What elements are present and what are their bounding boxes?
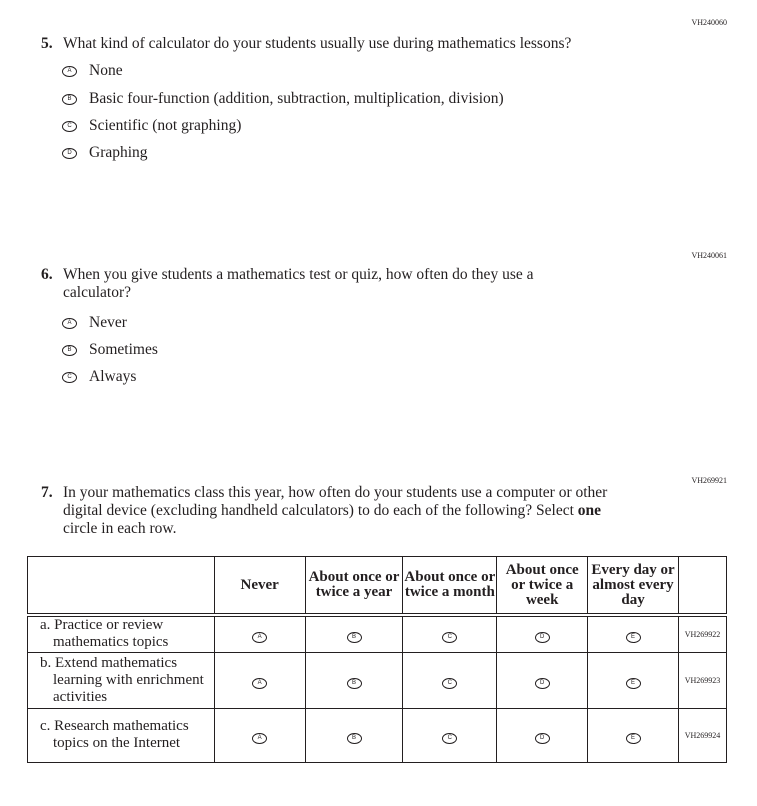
option-label: Basic four-function (addition, subtracti… [89,90,504,107]
answer-cell[interactable]: D [496,707,589,763]
answer-cell[interactable]: C [402,651,498,709]
answer-cell[interactable]: A [213,651,306,709]
radio-bubble-icon[interactable]: E [625,732,641,744]
item-code: VH269924 [677,707,728,763]
option-a[interactable]: A Never [62,314,127,332]
column-header: Never [213,556,306,616]
question-number: 7. [41,484,53,501]
option-b[interactable]: B Sometimes [62,341,158,359]
radio-bubble-icon[interactable]: D [534,677,550,689]
radio-bubble-icon[interactable]: C [442,732,458,744]
radio-bubble-icon[interactable]: C [62,371,77,383]
radio-bubble-icon[interactable]: B [62,93,77,105]
answer-cell[interactable]: D [496,651,589,709]
item-code: VH240061 [691,251,727,260]
radio-bubble-icon[interactable]: A [252,732,268,744]
column-header: About once or twice a week [496,556,589,616]
question-text: When you give students a mathematics tes… [63,266,534,301]
row-label: c. Research mathematics topics on the In… [27,707,215,763]
radio-bubble-icon[interactable]: D [62,147,77,159]
answer-cell[interactable]: E [587,707,679,763]
answer-cell[interactable]: C [402,707,498,763]
item-code: VH269923 [677,651,728,709]
answer-cell[interactable]: B [304,614,404,653]
answer-cell[interactable]: C [402,614,498,653]
answer-cell[interactable]: E [587,614,679,653]
radio-bubble-icon[interactable]: A [62,65,77,77]
option-label: Graphing [89,144,148,161]
row-label: b. Extend mathematics learning with enri… [27,651,215,709]
question-number: 5. [41,35,53,52]
question-7: 7. In your mathematics class this year, h… [41,484,641,538]
header-blank [27,556,215,616]
radio-bubble-icon[interactable]: C [62,120,77,132]
question-6: 6. When you give students a mathematics t… [41,266,641,302]
answer-cell[interactable]: B [304,707,404,763]
column-header: Every day or almost every day [587,556,679,616]
option-label: None [89,62,123,79]
option-b[interactable]: B Basic four-function (addition, subtract… [62,90,504,108]
radio-bubble-icon[interactable]: D [534,732,550,744]
column-header: About once or twice a year [304,556,404,616]
option-c[interactable]: C Scientific (not graphing) [62,117,241,135]
option-c[interactable]: C Always [62,368,136,386]
frequency-table: Never About once or twice a year About o… [27,556,728,763]
answer-cell[interactable]: E [587,651,679,709]
radio-bubble-icon[interactable]: A [252,631,268,643]
option-label: Scientific (not graphing) [89,117,242,134]
answer-cell[interactable]: D [496,614,589,653]
radio-bubble-icon[interactable]: C [442,631,458,643]
item-code: VH269922 [677,614,728,653]
table-row: c. Research mathematics topics on the In… [27,707,728,763]
radio-bubble-icon[interactable]: C [442,677,458,689]
radio-bubble-icon[interactable]: E [625,677,641,689]
radio-bubble-icon[interactable]: B [346,732,362,744]
radio-bubble-icon[interactable]: D [534,631,550,643]
table-row: b. Extend mathematics learning with enri… [27,651,728,709]
item-code: VH269921 [691,476,727,485]
radio-bubble-icon[interactable]: A [252,677,268,689]
radio-bubble-icon[interactable]: A [62,317,77,329]
radio-bubble-icon[interactable]: B [346,677,362,689]
question-text: In your mathematics class this year, how… [63,484,608,537]
question-5: 5. What kind of calculator do your studen… [41,35,641,53]
question-text: What kind of calculator do your students… [63,35,572,52]
table-row: a. Practice or review mathematics topics… [27,614,728,653]
option-label: Sometimes [89,341,158,358]
radio-bubble-icon[interactable]: E [625,631,641,643]
question-number: 6. [41,266,53,283]
option-d[interactable]: D Graphing [62,144,148,162]
option-label: Never [89,314,127,331]
radio-bubble-icon[interactable]: B [62,344,77,356]
answer-cell[interactable]: A [213,707,306,763]
column-header: About once or twice a month [402,556,498,616]
item-code: VH240060 [691,18,727,27]
answer-cell[interactable]: A [213,614,306,653]
header-blank [677,556,728,616]
option-a[interactable]: A None [62,62,123,80]
option-label: Always [89,368,137,385]
row-label: a. Practice or review mathematics topics [27,614,215,653]
answer-cell[interactable]: B [304,651,404,709]
radio-bubble-icon[interactable]: B [346,631,362,643]
